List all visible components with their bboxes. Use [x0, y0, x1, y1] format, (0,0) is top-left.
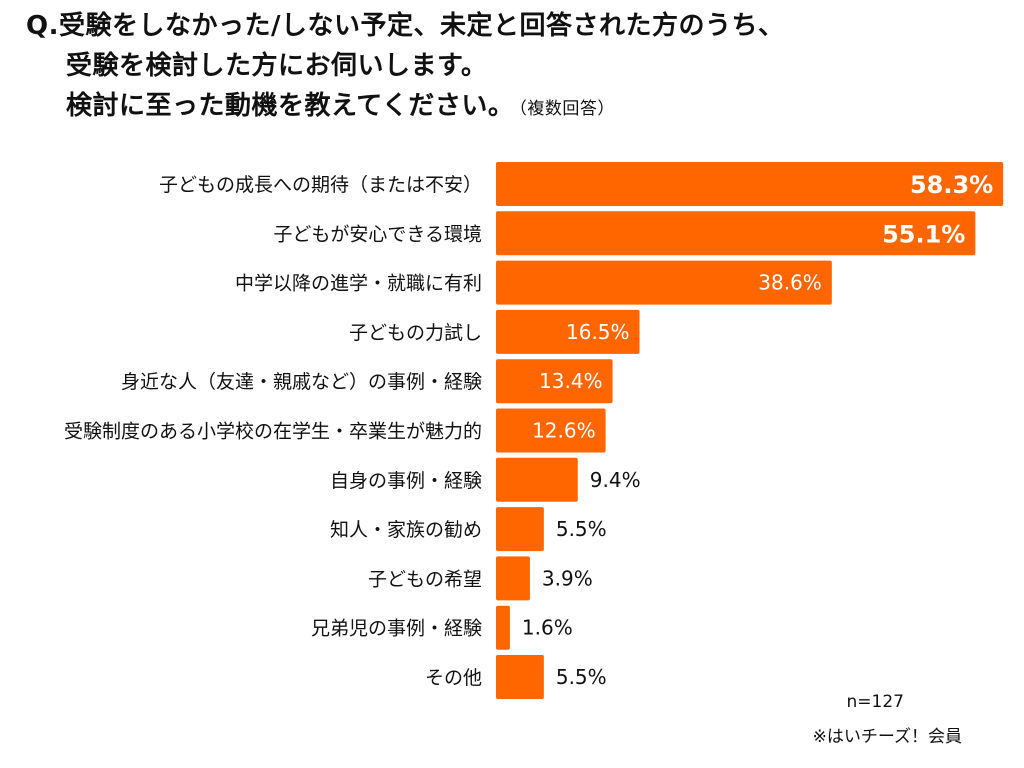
source-note: ※はいチーズ！会員 — [812, 727, 962, 747]
category-label: その他 — [425, 667, 482, 689]
value-label: 1.6% — [522, 616, 573, 640]
category-label: 身近な人（友達・親戚など）の事例・経験 — [121, 371, 482, 393]
value-label: 55.1% — [882, 220, 965, 248]
bar-row: 子どもの力試し 16.5% — [349, 309, 640, 354]
category-label: 子どもが安心できる環境 — [273, 223, 482, 245]
category-label: 自身の事例・経験 — [330, 470, 482, 492]
multiple-answer-note: （複数回答） — [518, 99, 615, 119]
bar — [496, 260, 832, 305]
bar-row: その他 5.5% — [425, 655, 607, 699]
title-line-1: Q.受験をしなかった/しない予定、未定と回答された方のうち、 — [26, 11, 785, 41]
bar — [496, 507, 544, 552]
value-label: 9.4% — [590, 468, 641, 492]
category-label: 兄弟児の事例・経験 — [311, 618, 482, 640]
bar-row: 子どもの希望 3.9% — [368, 556, 593, 601]
bar-row: 受験制度のある小学校の在学生・卒業生が魅力的 12.6% — [64, 408, 606, 453]
bar — [496, 162, 1004, 206]
bar-row: 子どもが安心できる環境 55.1% — [273, 211, 976, 256]
value-label: 13.4% — [539, 369, 603, 393]
bar — [496, 556, 530, 601]
bar-row: 兄弟児の事例・経験 1.6% — [311, 605, 573, 650]
bar — [496, 655, 544, 699]
bar — [496, 605, 510, 650]
title-line-3-text: 検討に至った動機を教えてください。 — [66, 91, 515, 121]
chart-title: Q.受験をしなかった/しない予定、未定と回答された方のうち、 受験を検討した方に… — [26, 6, 1016, 129]
value-label: 5.5% — [556, 665, 607, 689]
category-label: 受験制度のある小学校の在学生・卒業生が魅力的 — [64, 421, 482, 443]
bar-row: 知人・家族の勧め 5.5% — [330, 507, 607, 552]
bar-row: 子どもの成長への期待（または不安） 58.3% — [159, 162, 1004, 206]
bar-row: 身近な人（友達・親戚など）の事例・経験 13.4% — [121, 359, 613, 404]
bar — [496, 457, 578, 502]
bar — [496, 359, 613, 404]
bar-row: 中学以降の進学・就職に有利 38.6% — [235, 260, 832, 305]
category-label: 知人・家族の勧め — [330, 519, 482, 541]
value-label: 16.5% — [566, 320, 630, 344]
value-label: 3.9% — [542, 566, 593, 590]
value-label: 58.3% — [910, 171, 993, 199]
category-label: 子どもの力試し — [349, 322, 482, 344]
title-line-3: 検討に至った動機を教えてください。 （複数回答） — [26, 86, 1016, 129]
bar — [496, 408, 606, 453]
bar — [496, 309, 640, 354]
title-line-2: 受験を検討した方にお伺いします。 — [66, 51, 488, 81]
category-label: 子どもの希望 — [368, 568, 482, 590]
sample-size: n=127 — [846, 692, 904, 712]
category-label: 子どもの成長への期待（または不安） — [159, 174, 482, 196]
value-label: 5.5% — [556, 517, 607, 541]
bar — [496, 211, 976, 256]
value-label: 38.6% — [758, 271, 822, 295]
category-label: 中学以降の進学・就職に有利 — [235, 273, 482, 295]
bar-row: 自身の事例・経験 9.4% — [330, 457, 641, 502]
value-label: 12.6% — [532, 419, 596, 443]
